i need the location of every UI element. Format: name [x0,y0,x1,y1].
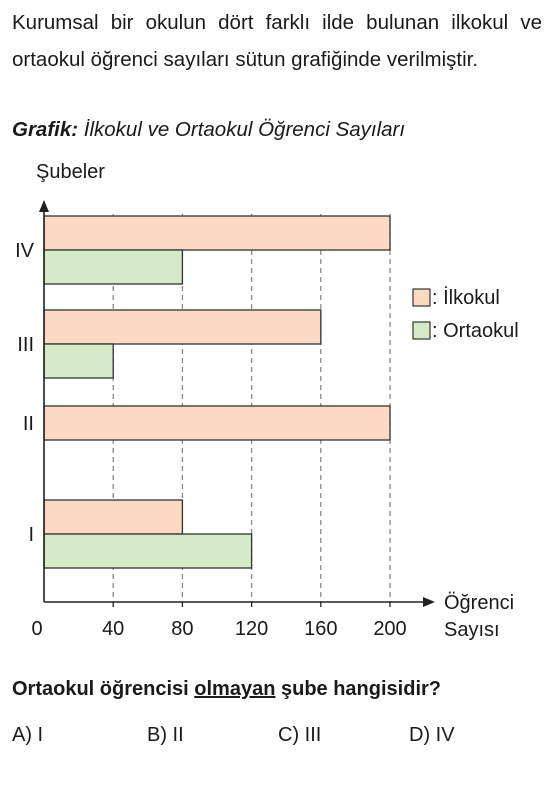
x-axis-title-line-1: Öğrenci [444,592,514,614]
x-axis-arrow [423,597,435,607]
category-label-III: III [17,334,34,356]
bar-i̇lkokul-III [43,309,322,345]
chart-labels: 0 40 80 120 160 200IIIIIIIVŞubelerÖğrenciSayı… [15,161,514,641]
bar-i̇lkokul-IV [43,215,391,251]
option-d[interactable]: D) IV [409,724,455,746]
chart-title-text: İlkokul ve Ortaokul Öğrenci Sayıları [83,118,406,141]
chart-axes [39,200,435,607]
question-part2: şube hangisidir? [275,678,441,700]
y-axis-title: Şubeler [36,161,105,183]
bar-i̇lkokul-I [43,499,184,535]
bar-ortaokul-I [43,533,253,569]
x-tick-label-0: 0 [31,618,42,640]
option-b[interactable]: B) II [147,724,184,746]
intro-text: Kurumsal bir okulun dört farklı ilde bul… [12,11,542,71]
y-axis-arrow [39,200,49,212]
x-tick-label-40: 40 [102,618,124,640]
x-tick-label-160: 160 [304,618,337,640]
bar-ortaokul-III [43,343,114,379]
category-label-II: II [23,413,34,435]
chart-legend: : İlkokul : Ortaokul [412,286,519,342]
bar-ortaokul-IV [43,249,184,285]
chart-title-label: Grafik: [12,118,79,141]
category-label-I: I [28,524,34,546]
option-a[interactable]: A) I [12,724,44,746]
legend-label-ortaokul: : Ortaokul [432,320,519,342]
x-tick-label-80: 80 [171,618,193,640]
x-tick-label-120: 120 [235,618,268,640]
option-c[interactable]: C) III [278,724,322,746]
x-tick-label-200: 200 [373,618,406,640]
legend-swatch-ortaokul [412,321,431,340]
legend-swatch-i̇lkokul [412,288,431,307]
answer-options: A) I B) II C) III D) IV [12,724,542,754]
legend-label-i̇lkokul: : İlkokul [432,286,500,309]
chart-title: Grafik: İlkokul ve Ortaokul Öğrenci Sayı… [12,118,542,142]
question-underlined: olmayan [194,678,276,700]
bar-chart: 0 40 80 120 160 200IIIIIIIVŞubelerÖğrenciSayı… [15,161,519,641]
question-text: Ortaokul öğrencisi olmayan şube hangisid… [12,678,542,701]
x-axis-title-line-2: Sayısı [444,619,500,641]
chart-bars [43,215,391,569]
bar-i̇lkokul-II [43,405,391,441]
question-part1: Ortaokul öğrencisi [12,678,195,700]
category-label-IV: IV [15,240,35,262]
